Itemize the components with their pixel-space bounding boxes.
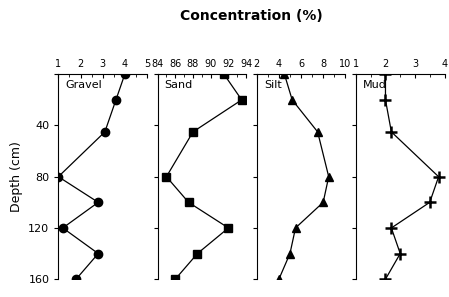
Text: Sand: Sand: [165, 80, 193, 90]
Text: Gravel: Gravel: [66, 80, 102, 90]
Text: Silt: Silt: [264, 80, 282, 90]
Text: Concentration (%): Concentration (%): [180, 9, 323, 23]
Text: Mud: Mud: [363, 80, 387, 90]
Y-axis label: Depth (cm): Depth (cm): [10, 141, 22, 212]
